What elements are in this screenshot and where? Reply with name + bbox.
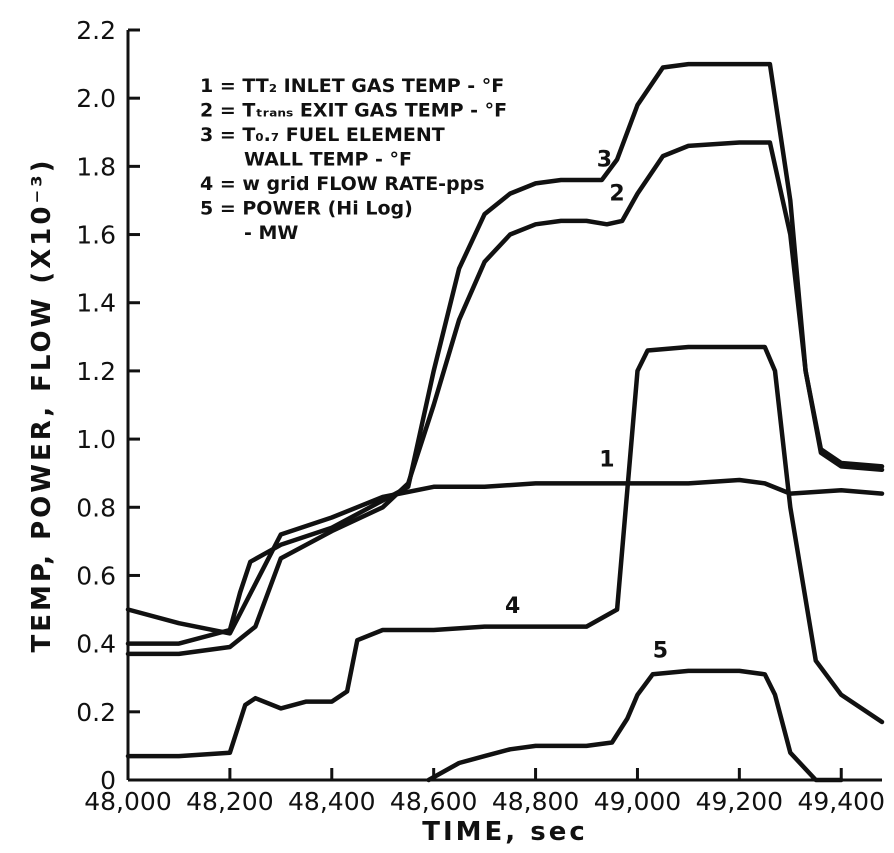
legend-entry: 3 = T₀.₇ FUEL ELEMENT [200,124,445,146]
series-line-1 [125,477,885,636]
x-axis-ticks: 48,000 48,200 48,400 48,600 48,800 49,000 49,2… [84,768,885,816]
curve-label-1: 1 [599,447,614,472]
x-tick-label: 48,600 [390,787,477,816]
x-tick-label: 48,000 [84,787,171,816]
y-tick-label: 0.8 [76,493,116,522]
curve-label-4: 4 [505,594,520,619]
x-tick-label: 48,800 [492,787,579,816]
y-tick-label: 2.2 [76,16,116,45]
x-tick-label: 49,400 [798,787,885,816]
legend-entry: - MW [244,222,298,244]
y-tick-label: 1.4 [76,289,116,318]
y-axis-label: TEMP, POWER, FLOW (X10⁻³) [27,158,57,653]
series-line-5 [426,668,844,783]
legend-entry: 1 = TT₂ INLET GAS TEMP - °F [200,75,504,97]
curve-label-2: 2 [609,181,624,206]
y-tick-label: 1.8 [76,152,116,181]
legend-entry: 4 = w grid FLOW RATE-pps [200,173,485,195]
y-tick-label: 1.0 [76,425,116,454]
legend-entry: 2 = Tₜᵣₐₙₛ EXIT GAS TEMP - °F [200,100,507,122]
series-line-4 [125,344,885,759]
x-axis-label: TIME, sec [422,817,588,847]
y-tick-label: 1.2 [76,357,116,386]
x-tick-label: 48,200 [186,787,273,816]
series-line-2 [125,140,885,657]
legend-entry: WALL TEMP - °F [244,149,412,171]
y-tick-label: 2.0 [76,84,116,113]
series-line-3 [125,61,885,646]
y-tick-label: 0 [100,766,116,795]
legend-entry: 5 = POWER (Hi Log) [200,198,413,220]
x-tick-label: 48,400 [288,787,375,816]
x-tick-label: 49,200 [696,787,783,816]
curve-label-5: 5 [653,638,668,663]
curve-labels: 1 2 3 4 5 [505,147,668,663]
y-tick-label: 0.6 [76,561,116,590]
y-tick-label: 0.2 [76,698,116,727]
y-tick-label: 0.4 [76,630,116,659]
curve-label-3: 3 [597,147,612,172]
x-tick-label: 49,000 [594,787,681,816]
y-axis-ticks: 0 0.2 0.4 0.6 0.8 1.0 1.2 1.4 1.6 1.8 2.0 2.2 [76,16,140,795]
y-tick-label: 1.6 [76,221,116,250]
legend: 1 = TT₂ INLET GAS TEMP - °F 2 = Tₜᵣₐₙₛ EX… [200,75,507,244]
series-lines [125,61,885,783]
